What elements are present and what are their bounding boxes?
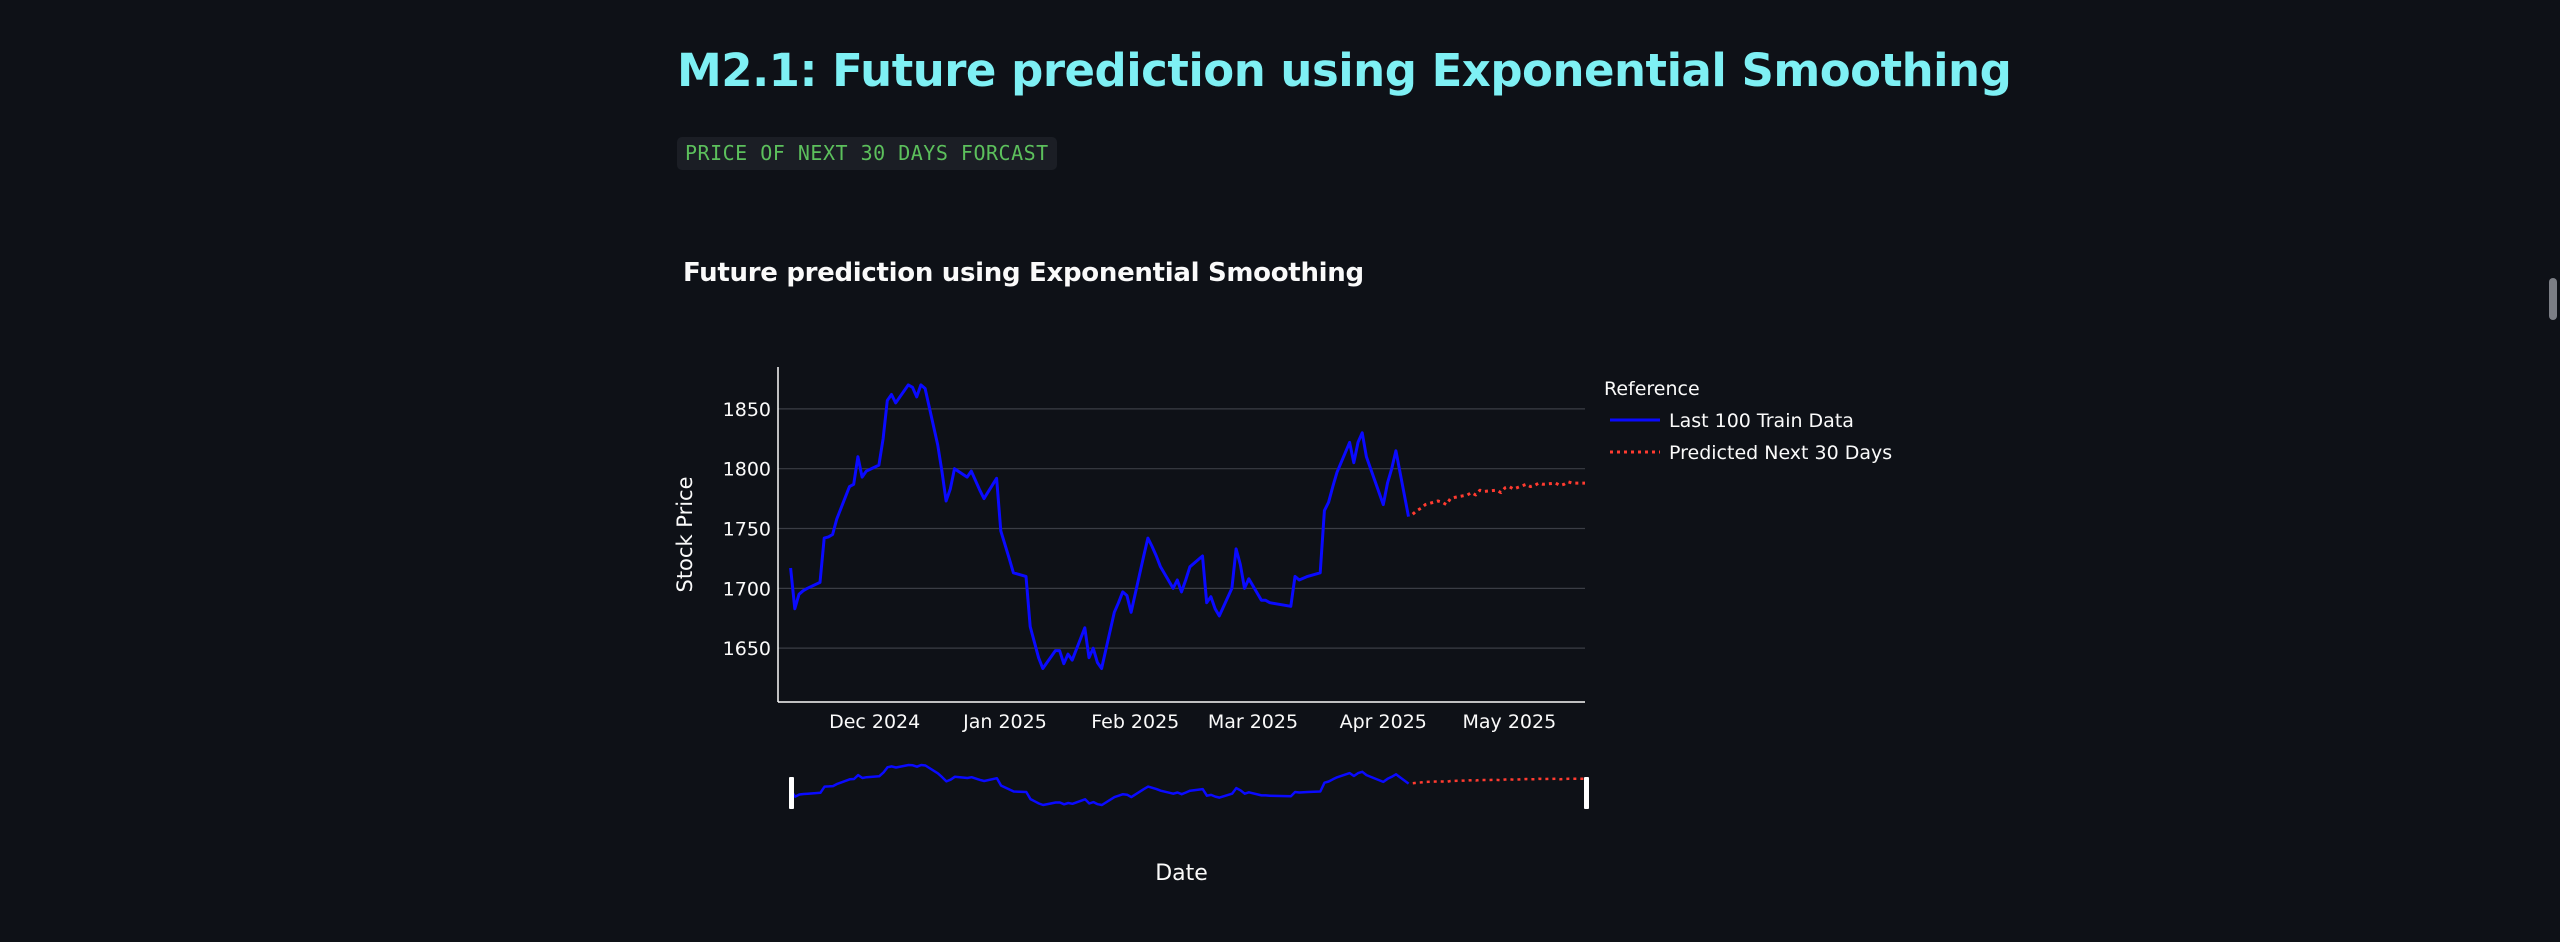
x-axis-title: Date	[1155, 861, 1208, 886]
legend-item[interactable]: Last 100 Train Data	[1610, 410, 1854, 432]
range-slider	[789, 763, 1589, 809]
range-slider-left-handle[interactable]	[789, 777, 794, 809]
y-tick-label: 1700	[723, 578, 771, 600]
y-tick-label: 1750	[723, 519, 771, 541]
legend-title: Reference	[1604, 378, 1700, 400]
x-tick-label: May 2025	[1463, 711, 1557, 733]
train-data-line	[789, 383, 1410, 670]
range-slider-train-line	[789, 763, 1410, 807]
y-tick-label: 1650	[723, 638, 771, 660]
page-title: M2.1: Future prediction using Exponentia…	[677, 44, 2012, 97]
legend-label: Predicted Next 30 Days	[1669, 442, 1892, 464]
x-tick-label: Mar 2025	[1208, 711, 1298, 733]
legend-item[interactable]: Predicted Next 30 Days	[1610, 442, 1892, 464]
x-tick-label: Apr 2025	[1340, 711, 1427, 733]
y-axis-title: Stock Price	[673, 476, 697, 592]
chart-legend: Reference Last 100 Train Data Predicted Ne…	[1604, 378, 1892, 464]
x-tick-label: Jan 2025	[962, 711, 1047, 733]
range-slider-predicted-line	[1412, 777, 1585, 785]
range-slider-right-handle[interactable]	[1584, 777, 1589, 809]
page-scrollbar-thumb[interactable]	[2549, 278, 2557, 320]
predicted-line	[1411, 480, 1585, 516]
chart-title: Future prediction using Exponential Smoo…	[683, 258, 1364, 288]
x-tick-label: Dec 2024	[829, 711, 920, 733]
forecast-code-label: PRICE OF NEXT 30 DAYS FORCAST	[677, 137, 1057, 170]
y-tick-label: 1800	[723, 459, 771, 481]
legend-label: Last 100 Train Data	[1669, 410, 1854, 432]
page-scrollbar[interactable]	[2546, 0, 2560, 942]
y-tick-label: 1850	[723, 399, 771, 421]
x-tick-label: Feb 2025	[1091, 711, 1179, 733]
